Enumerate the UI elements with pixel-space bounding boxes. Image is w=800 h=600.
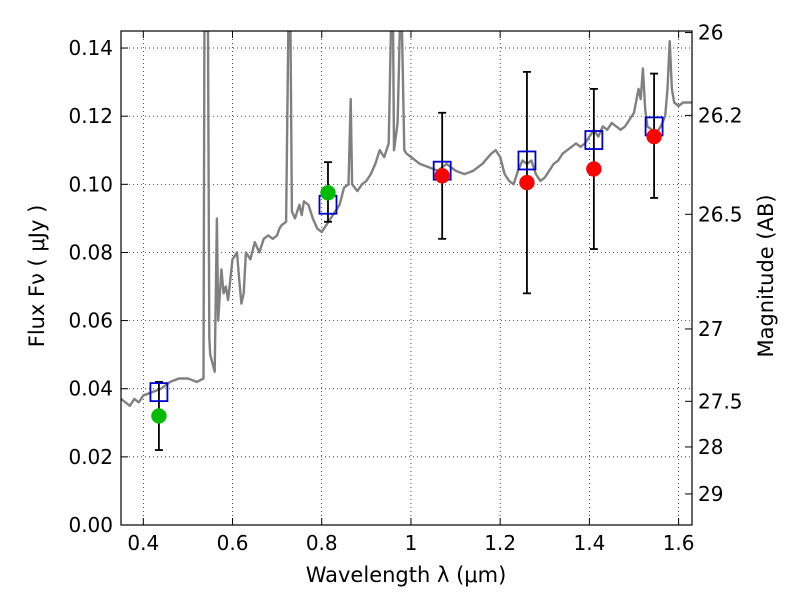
observed-flux-point bbox=[320, 185, 336, 201]
observed-flux-point bbox=[586, 161, 602, 177]
y-tick-label: 0.06 bbox=[68, 309, 113, 333]
x-tick-label: 1.2 bbox=[484, 531, 516, 555]
x-tick-label: 0.6 bbox=[217, 531, 249, 555]
observed-flux-point bbox=[519, 174, 535, 191]
right-tick-label: 27.5 bbox=[698, 389, 743, 413]
y-tick-label: 0.14 bbox=[68, 36, 113, 60]
x-tick-label: 0.4 bbox=[127, 531, 159, 555]
y-tick-label: 0.00 bbox=[68, 513, 113, 537]
model-photometry-square bbox=[517, 150, 537, 171]
y-axis-label: Flux Fν ( μJy ) bbox=[25, 205, 49, 348]
y-tick-label: 0.12 bbox=[68, 104, 113, 128]
clipped-data bbox=[121, 31, 692, 451]
right-tick-label: 26 bbox=[698, 21, 723, 45]
right-tick-label: 27 bbox=[698, 317, 723, 341]
y-tick-label: 0.08 bbox=[68, 240, 113, 264]
x-tick-label: 1 bbox=[405, 531, 418, 555]
right-tick-label: 26.5 bbox=[698, 202, 743, 226]
plot-frame bbox=[120, 30, 693, 526]
right-axis-label: Magnitude (AB) bbox=[754, 194, 778, 357]
observed-flux-point bbox=[151, 408, 167, 424]
right-tick-label: 26.2 bbox=[698, 103, 743, 127]
model-photometry-square bbox=[584, 130, 604, 150]
plot-data bbox=[121, 31, 692, 451]
observed-flux-point bbox=[646, 128, 662, 145]
right-tick-label: 29 bbox=[698, 482, 723, 506]
y-tick-label: 0.04 bbox=[68, 377, 113, 401]
right-tick-label: 28 bbox=[698, 435, 723, 459]
x-tick-label: 1.6 bbox=[663, 531, 695, 555]
spectrum-line bbox=[121, 31, 692, 407]
x-tick-label: 0.8 bbox=[306, 531, 338, 555]
axis-ticks: 0.4 0.6 0.8 1 1.2 1.4 1.6 0.00 0.02 0.04 0.06 0.08 0… bbox=[68, 21, 742, 555]
x-axis-label: Wavelength λ (μm) bbox=[306, 563, 507, 587]
y-tick-label: 0.10 bbox=[68, 172, 113, 196]
y-tick-label: 0.02 bbox=[68, 445, 113, 469]
model-photometry-square bbox=[149, 382, 169, 403]
grid-lines bbox=[121, 31, 692, 526]
observed-flux-point bbox=[434, 168, 450, 184]
x-tick-label: 1.4 bbox=[573, 531, 605, 555]
